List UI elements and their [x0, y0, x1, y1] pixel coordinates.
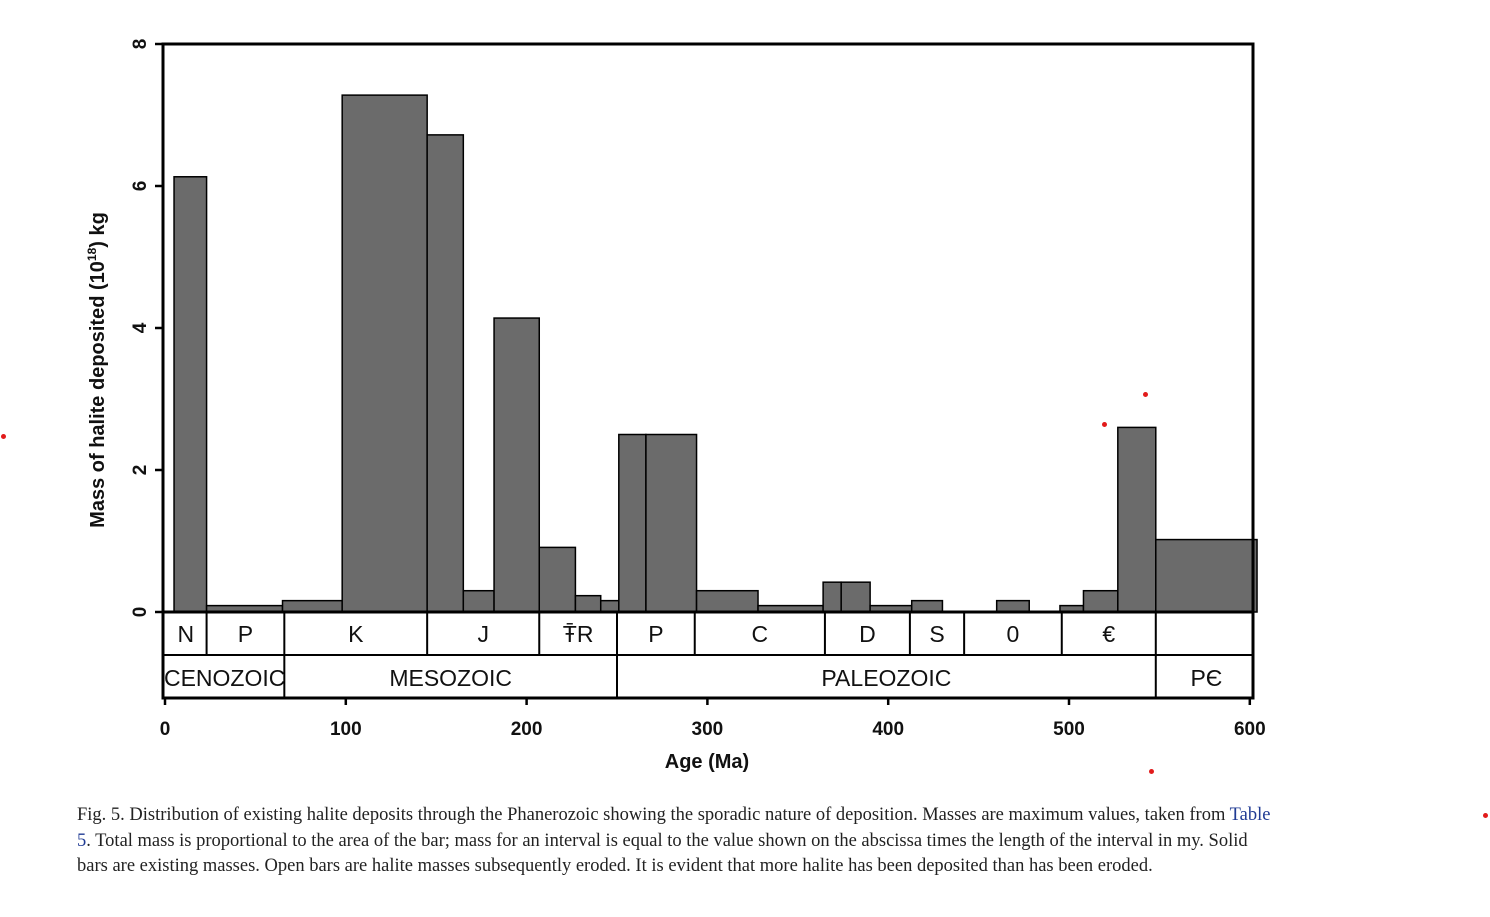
y-axis-title-sup: 18 — [85, 247, 99, 261]
x-tick-label: 100 — [330, 719, 362, 740]
bars — [173, 94, 1258, 613]
x-axis-ticks: 0 100 200 300 400 500 600 — [160, 698, 1266, 740]
bar-17 — [910, 599, 944, 613]
period-label: D — [859, 621, 876, 647]
bar-10 — [618, 433, 647, 613]
period-label: P — [648, 621, 663, 647]
x-tick-label: 0 — [160, 719, 171, 740]
bar-8 — [574, 594, 602, 613]
period-label: Ŧ̄R — [563, 621, 594, 647]
x-axis-title: Age (Ma) — [665, 751, 749, 773]
bar-4 — [426, 134, 465, 613]
table-link[interactable]: Table 5 — [77, 805, 1271, 851]
y-tick-label: 0 — [130, 607, 151, 618]
bar-22 — [1155, 538, 1258, 613]
marker-dot — [1149, 769, 1154, 774]
period-label: C — [752, 621, 769, 647]
marker-dot — [1483, 813, 1488, 818]
bar-9 — [599, 599, 620, 613]
bar-18 — [995, 599, 1030, 613]
y-axis-title-end: ) kg — [87, 212, 109, 248]
y-axis-title-main: Mass of halite deposited (10 — [87, 261, 109, 528]
marker-dot — [1, 434, 6, 439]
caption-text-2: . Total mass is proportional to the area… — [77, 830, 1248, 877]
period-label: J — [477, 621, 489, 647]
marker-dot — [1143, 392, 1148, 397]
y-axis-title: Mass of halite deposited (1018) kg — [85, 212, 109, 528]
period-label: 0 — [1007, 621, 1020, 647]
bar-14 — [822, 581, 842, 613]
halite-chart: N P K J Ŧ̄R P C D S 0 € CENOZOIC MESOZOIC PALEOZOIC P… — [85, 39, 1266, 773]
bar-6 — [493, 317, 541, 613]
figure-caption: Fig. 5. Distribution of existing halite … — [77, 803, 1277, 880]
bar-15 — [840, 581, 871, 613]
bar-11 — [645, 433, 698, 613]
era-label: CENOZOIC — [164, 665, 285, 691]
y-tick-label: 6 — [130, 181, 151, 192]
era-label: MESOZOIC — [389, 665, 512, 691]
x-tick-label: 400 — [872, 719, 904, 740]
period-label: K — [348, 621, 364, 647]
period-label: P — [238, 621, 253, 647]
bar-5 — [462, 589, 495, 613]
era-label: PЄ — [1190, 665, 1222, 691]
era-label: PALEOZOIC — [821, 665, 951, 691]
era-row: CENOZOIC MESOZOIC PALEOZOIC PЄ — [164, 655, 1222, 698]
period-label: € — [1102, 621, 1115, 647]
y-tick-label: 8 — [130, 39, 151, 50]
y-tick-label: 2 — [130, 465, 151, 476]
x-tick-label: 300 — [692, 719, 724, 740]
period-label: S — [929, 621, 944, 647]
caption-text-1: Fig. 5. Distribution of existing halite … — [77, 805, 1230, 825]
bar-7 — [538, 546, 577, 613]
period-row: N P K J Ŧ̄R P C D S 0 € — [177, 612, 1157, 655]
bar-3 — [341, 94, 428, 613]
bar-20 — [1082, 589, 1119, 613]
y-axis-ticks: 0 2 4 6 8 — [130, 39, 163, 618]
y-tick-label: 4 — [130, 322, 151, 333]
period-label: N — [177, 621, 194, 647]
x-tick-label: 600 — [1234, 719, 1266, 740]
bar-2 — [281, 599, 343, 613]
marker-dot — [1102, 422, 1107, 427]
x-tick-label: 500 — [1053, 719, 1085, 740]
x-tick-label: 200 — [511, 719, 543, 740]
bar-21 — [1117, 426, 1157, 613]
bar-0 — [173, 176, 208, 613]
bar-12 — [695, 589, 759, 613]
